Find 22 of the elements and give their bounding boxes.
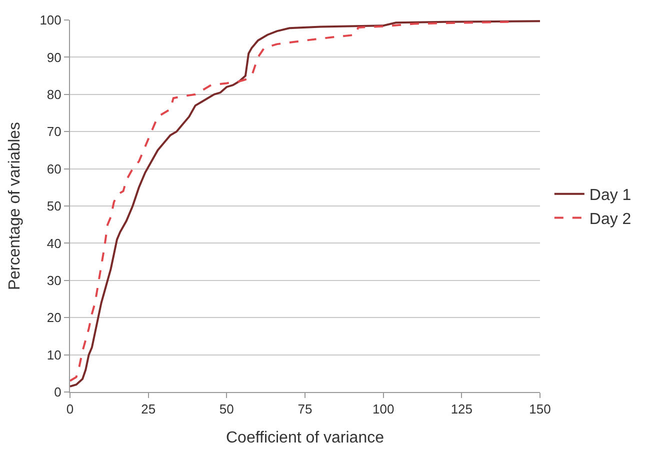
legend-label: Day 2 [589, 210, 632, 228]
y-tick-label: 70 [46, 124, 62, 140]
y-tick-label: 40 [46, 236, 62, 251]
y-tick-label: 60 [46, 161, 62, 176]
y-tick-label: 90 [46, 50, 62, 65]
y-tick-label: 50 [46, 198, 62, 214]
y-tick-label: 0 [54, 384, 62, 400]
x-tick-label: 50 [219, 402, 234, 417]
y-tick-label: 100 [40, 12, 62, 28]
x-axis-title: Coefficient of variance [226, 429, 384, 446]
x-tick-label: 0 [66, 402, 74, 417]
y-tick-label: 30 [46, 272, 62, 288]
x-tick-label: 75 [298, 402, 312, 417]
x-tick-label: 125 [450, 402, 473, 417]
legend-label: Day 1 [589, 187, 632, 204]
x-tick-label: 100 [372, 402, 394, 417]
y-tick-label: 80 [46, 86, 62, 102]
y-axis-title: Percentage of variables [6, 122, 24, 290]
y-tick-label: 20 [46, 310, 62, 326]
x-tick-label: 150 [529, 402, 551, 417]
y-tick-label: 10 [46, 347, 62, 362]
x-tick-label: 25 [141, 402, 156, 417]
